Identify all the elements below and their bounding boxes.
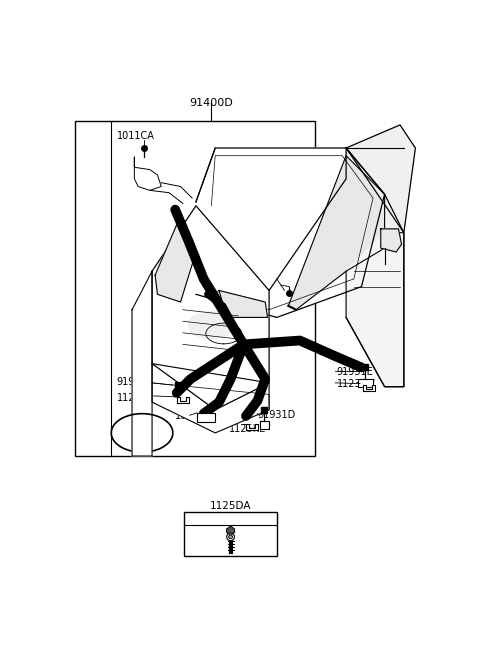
Text: 1011CA: 1011CA [118, 131, 156, 141]
Polygon shape [152, 363, 269, 433]
Ellipse shape [188, 312, 234, 338]
Polygon shape [288, 155, 384, 310]
Polygon shape [346, 125, 415, 233]
Polygon shape [177, 397, 189, 403]
Text: 1141AJ: 1141AJ [267, 256, 301, 266]
Polygon shape [155, 216, 193, 302]
Polygon shape [196, 148, 384, 318]
Bar [184, 512, 277, 556]
Polygon shape [134, 157, 161, 190]
Text: 91931E: 91931E [337, 367, 373, 377]
Text: 1125KE: 1125KE [229, 424, 266, 434]
Polygon shape [227, 526, 234, 535]
Text: 1125DA: 1125DA [210, 501, 252, 510]
Text: 1125AE: 1125AE [117, 393, 154, 403]
Text: 91931D: 91931D [258, 410, 296, 420]
Text: 91931D: 91931D [117, 377, 155, 388]
Polygon shape [246, 424, 258, 430]
Polygon shape [346, 233, 404, 387]
Text: 91400D: 91400D [190, 98, 233, 108]
Polygon shape [132, 271, 152, 456]
Polygon shape [219, 291, 267, 318]
Bar [75, 121, 315, 456]
Circle shape [228, 535, 232, 539]
Polygon shape [260, 420, 269, 429]
Bar [197, 413, 215, 422]
Text: 1123LW: 1123LW [337, 379, 376, 389]
Polygon shape [152, 206, 269, 410]
Bar [358, 379, 373, 387]
Text: 1011CA: 1011CA [175, 411, 213, 421]
Polygon shape [346, 148, 404, 387]
Polygon shape [381, 229, 402, 252]
Circle shape [227, 533, 234, 541]
Polygon shape [363, 385, 375, 392]
